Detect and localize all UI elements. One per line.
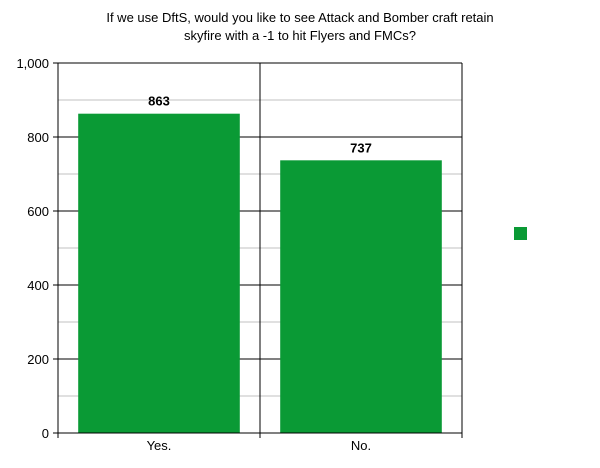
x-category-label: Yes. <box>147 438 172 453</box>
bar-yes <box>78 113 240 433</box>
y-tick-label: 600 <box>27 204 49 219</box>
y-tick-label: 800 <box>27 130 49 145</box>
y-tick-label: 0 <box>42 426 49 441</box>
y-tick-label: 200 <box>27 352 49 367</box>
legend-swatch <box>514 227 527 240</box>
bar-no <box>280 160 442 433</box>
legend <box>514 227 527 240</box>
x-category-label: No. <box>351 438 371 453</box>
chart-title-line-1: If we use DftS, would you like to see At… <box>106 10 493 25</box>
axes <box>53 62 462 438</box>
y-tick-label: 400 <box>27 278 49 293</box>
chart-title-line-2: skyfire with a -1 to hit Flyers and FMCs… <box>184 28 416 43</box>
bars <box>78 113 442 433</box>
labels: 863 737 0 200 400 600 800 1,000 Yes. No. <box>16 56 371 453</box>
data-label: 737 <box>350 140 372 155</box>
y-tick-label: 1,000 <box>16 56 49 71</box>
data-label: 863 <box>148 94 170 109</box>
